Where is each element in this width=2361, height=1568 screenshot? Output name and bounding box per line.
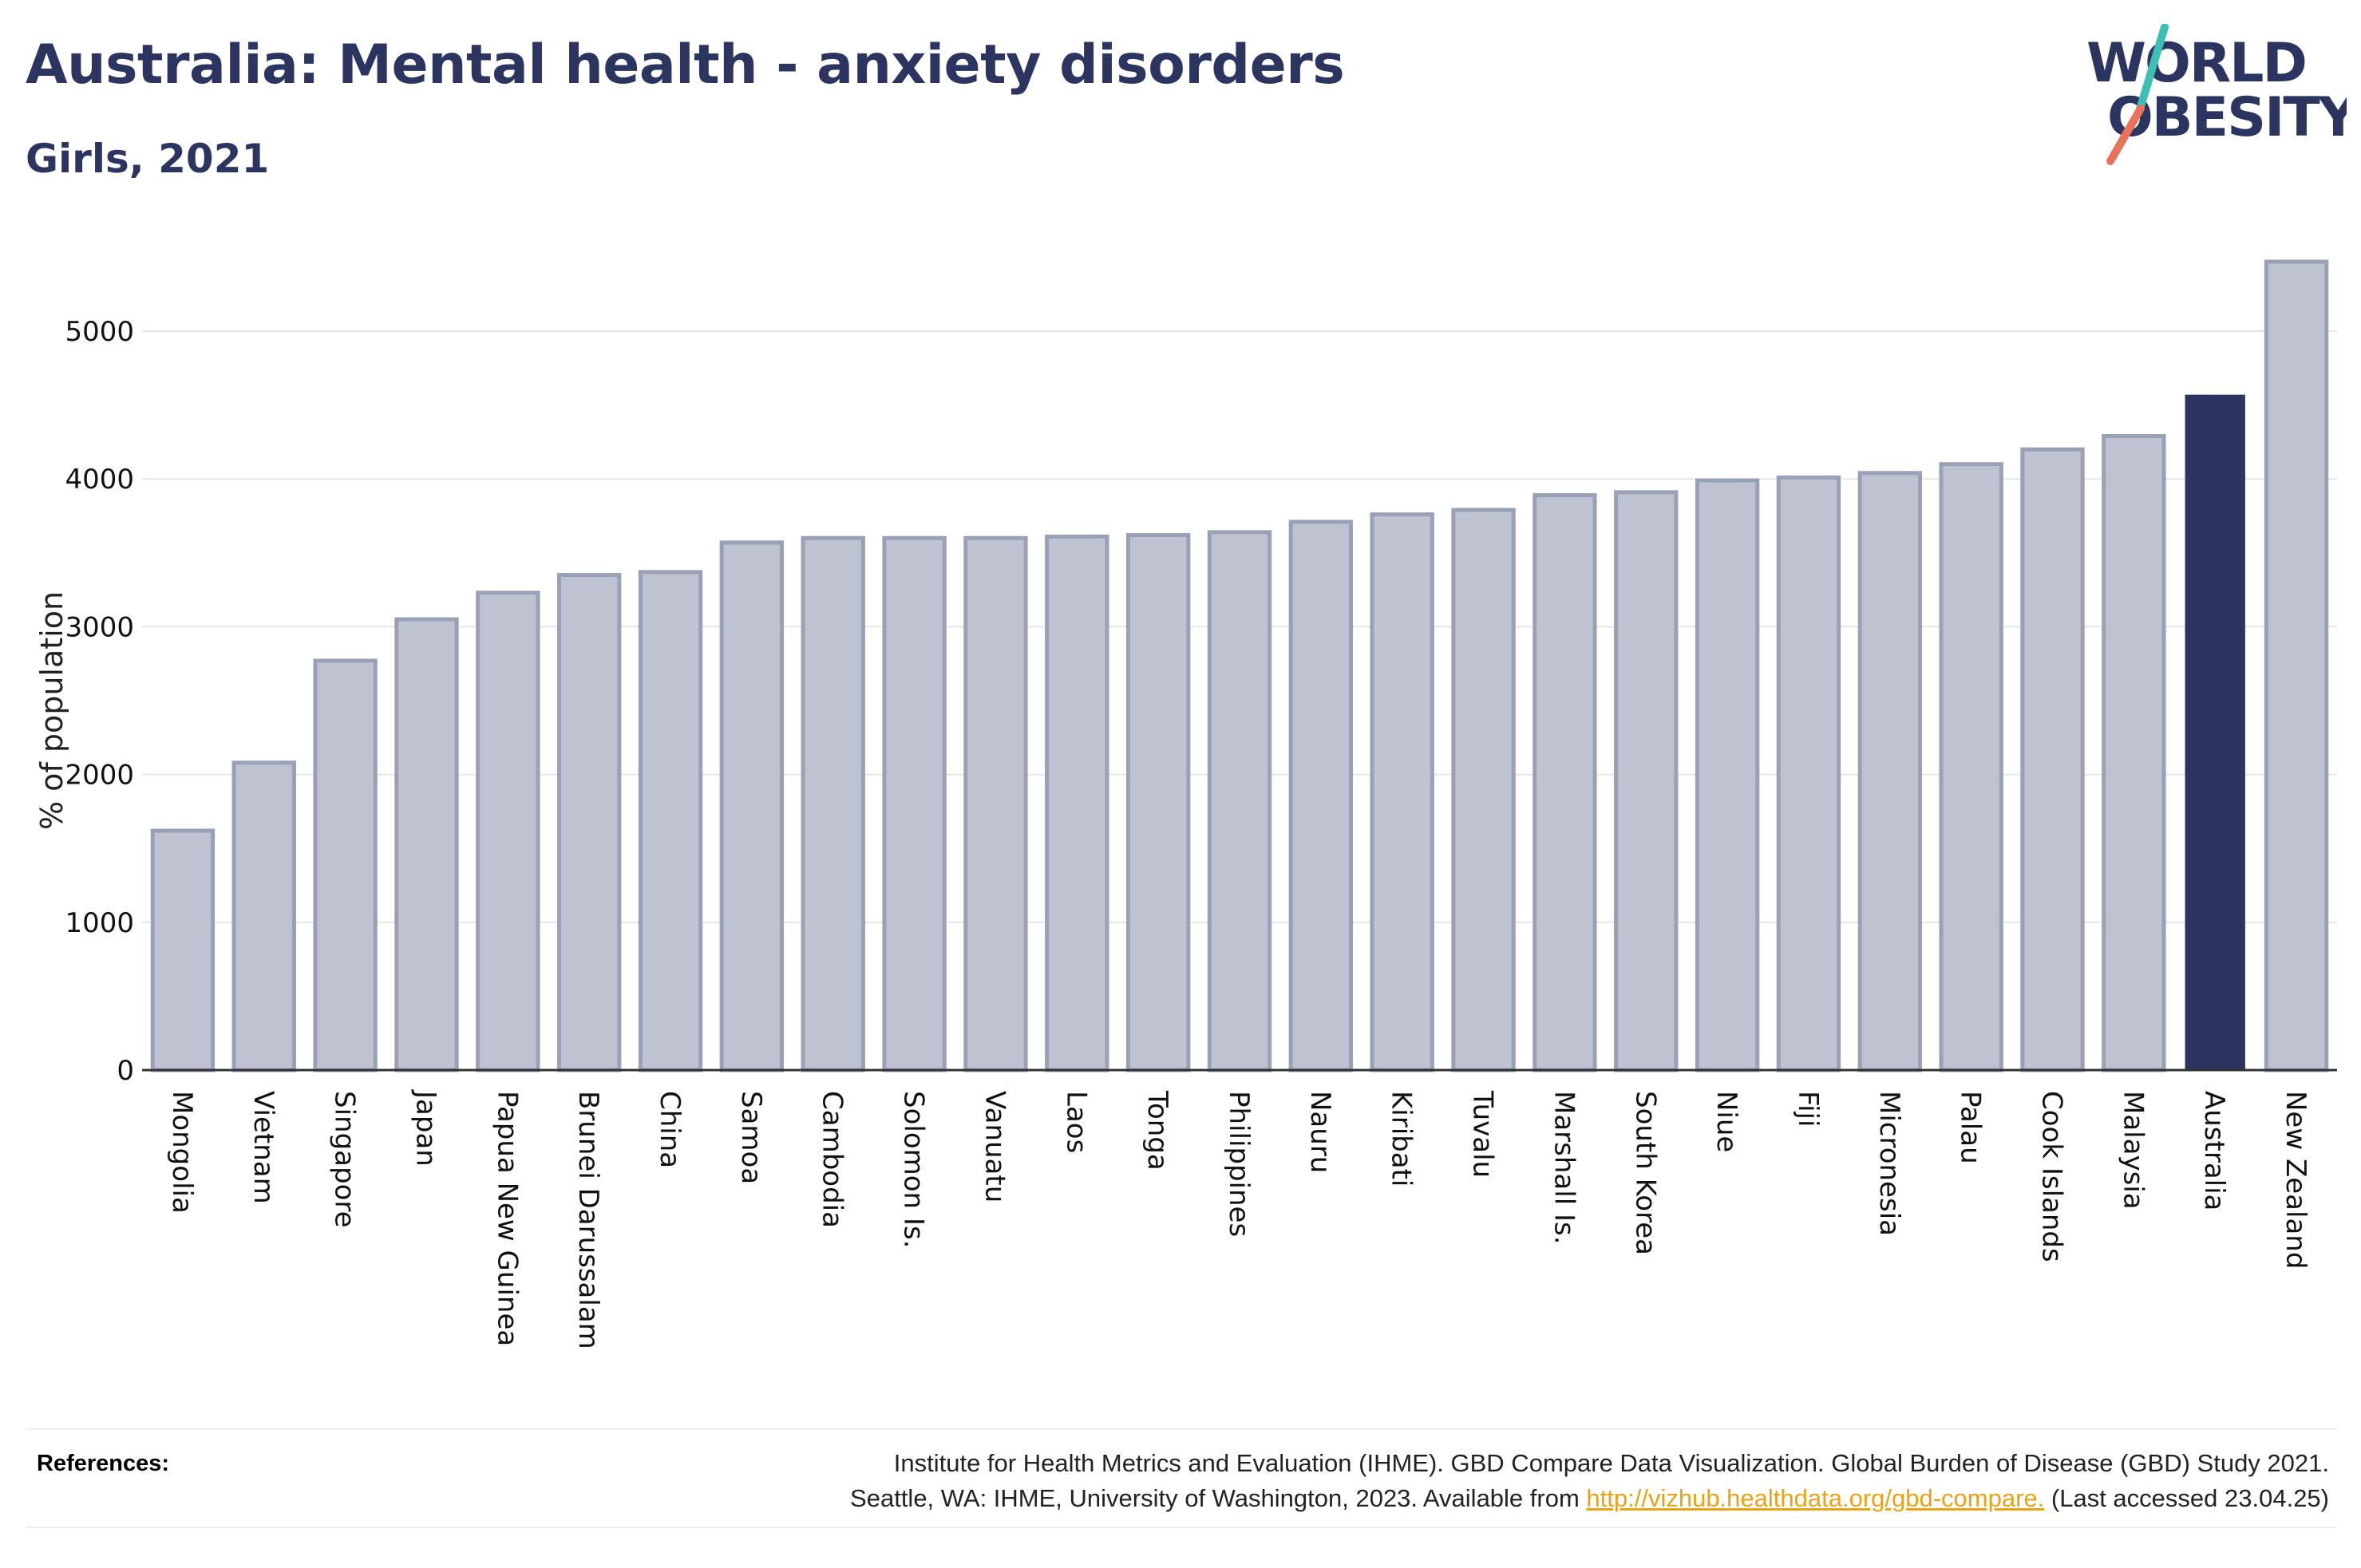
x-tick-label: Brunei Darussalam bbox=[572, 1091, 604, 1349]
bar-chart: 0 1000 2000 3000 4000 5000 Mongolia Vietnam Sin… bbox=[34, 259, 2337, 1349]
bar-fiji bbox=[1776, 475, 1841, 1072]
reference-line2-suffix: (Last accessed 23.04.25) bbox=[2044, 1484, 2329, 1512]
x-tick-label: Vietnam bbox=[247, 1091, 279, 1204]
x-tick-label: Nauru bbox=[1304, 1091, 1336, 1173]
bar-nauru bbox=[1288, 519, 1354, 1072]
world-obesity-logo: WORLD OBESITY bbox=[2086, 24, 2347, 165]
bar-niue bbox=[1695, 478, 1760, 1072]
x-tick-label: Singapore bbox=[329, 1091, 361, 1228]
x-tick-label: Niue bbox=[1710, 1091, 1742, 1152]
bar-mongolia bbox=[150, 828, 216, 1072]
references-top-divider bbox=[26, 1428, 2337, 1430]
x-tick-label: Palau bbox=[1955, 1091, 1987, 1164]
y-tick-labels: 0 1000 2000 3000 4000 5000 bbox=[65, 316, 134, 1087]
logo-slash-teal bbox=[2135, 24, 2169, 116]
bar-south-korea bbox=[1614, 490, 1679, 1072]
references-label: References: bbox=[37, 1451, 170, 1476]
bar-solomon-is bbox=[882, 535, 947, 1072]
x-tick-label: Samoa bbox=[735, 1091, 767, 1184]
bar-new-zealand bbox=[2264, 259, 2329, 1072]
bar-malaysia bbox=[2102, 433, 2166, 1072]
y-axis-label: % of population bbox=[34, 591, 69, 830]
references-text: Institute for Health Metrics and Evaluat… bbox=[493, 1446, 2329, 1516]
y-tick-label: 2000 bbox=[65, 760, 134, 792]
bar-japan bbox=[394, 617, 459, 1072]
references-bottom-divider bbox=[26, 1527, 2337, 1528]
bar-philippines bbox=[1207, 530, 1272, 1072]
bar-tuvalu bbox=[1451, 508, 1516, 1072]
bar-china bbox=[638, 570, 703, 1072]
x-tick-label: Tonga bbox=[1141, 1090, 1173, 1171]
bar-samoa bbox=[719, 540, 785, 1072]
x-tick-label: Australia bbox=[2198, 1091, 2230, 1211]
x-tick-label: Vanuatu bbox=[979, 1091, 1010, 1203]
bar-australia bbox=[2185, 394, 2245, 1070]
x-tick-label: Cook Islands bbox=[2036, 1091, 2068, 1262]
x-tick-label: New Zealand bbox=[2280, 1091, 2312, 1269]
y-tick-label: 1000 bbox=[65, 907, 134, 939]
x-tick-label: Fiji bbox=[1792, 1091, 1824, 1127]
bar-tonga bbox=[1125, 533, 1191, 1072]
x-tick-label: Micronesia bbox=[1873, 1091, 1905, 1236]
bar-marshall-is bbox=[1532, 493, 1597, 1072]
x-tick-label: Marshall Is. bbox=[1548, 1091, 1580, 1245]
bar-vietnam bbox=[231, 760, 296, 1072]
x-tick-labels: Mongolia Vietnam Singapore Japan Papua New G… bbox=[166, 1089, 2312, 1349]
x-tick-label: Tuvalu bbox=[1467, 1090, 1499, 1178]
bar-singapore bbox=[313, 658, 378, 1072]
x-tick-label: Kiribati bbox=[1386, 1091, 1418, 1187]
chart-title: Australia: Mental health - anxiety disor… bbox=[26, 34, 1345, 97]
bar-vanuatu bbox=[963, 535, 1028, 1072]
x-tick-label: Philippines bbox=[1223, 1091, 1255, 1237]
bar-brunei-darussalam bbox=[557, 573, 622, 1072]
bar-laos bbox=[1045, 534, 1109, 1072]
bars bbox=[150, 259, 2329, 1072]
bar-cambodia bbox=[801, 535, 865, 1072]
x-tick-label: South Korea bbox=[1629, 1091, 1661, 1255]
logo-slash-coral bbox=[2106, 105, 2145, 165]
x-tick-label: Cambodia bbox=[817, 1091, 848, 1228]
x-tick-label: Solomon Is. bbox=[898, 1091, 930, 1248]
bar-kiribati bbox=[1370, 512, 1434, 1072]
bar-micronesia bbox=[1857, 471, 1923, 1072]
logo-line1: WORLD bbox=[2086, 32, 2306, 95]
y-tick-label: 4000 bbox=[65, 464, 134, 496]
reference-link[interactable]: http://vizhub.healthdata.org/gbd-compare… bbox=[1586, 1484, 2045, 1512]
chart-subtitle: Girls, 2021 bbox=[26, 136, 270, 182]
bar-cook-islands bbox=[2020, 447, 2085, 1072]
reference-line2-prefix: Seattle, WA: IHME, University of Washing… bbox=[850, 1484, 1587, 1512]
x-tick-label: Papua New Guinea bbox=[491, 1091, 523, 1346]
x-tick-label: Mongolia bbox=[166, 1091, 198, 1214]
x-tick-label: China bbox=[654, 1091, 686, 1168]
x-tick-label: Japan bbox=[409, 1089, 441, 1167]
bar-papua-new-guinea bbox=[476, 590, 540, 1072]
x-tick-label: Malaysia bbox=[2117, 1091, 2149, 1210]
y-tick-label: 5000 bbox=[65, 316, 134, 348]
y-tick-label: 3000 bbox=[65, 611, 134, 643]
x-tick-label: Laos bbox=[1060, 1091, 1092, 1153]
reference-line1: Institute for Health Metrics and Evaluat… bbox=[893, 1449, 2329, 1477]
y-tick-label: 0 bbox=[117, 1055, 134, 1087]
bar-palau bbox=[1939, 462, 2003, 1072]
